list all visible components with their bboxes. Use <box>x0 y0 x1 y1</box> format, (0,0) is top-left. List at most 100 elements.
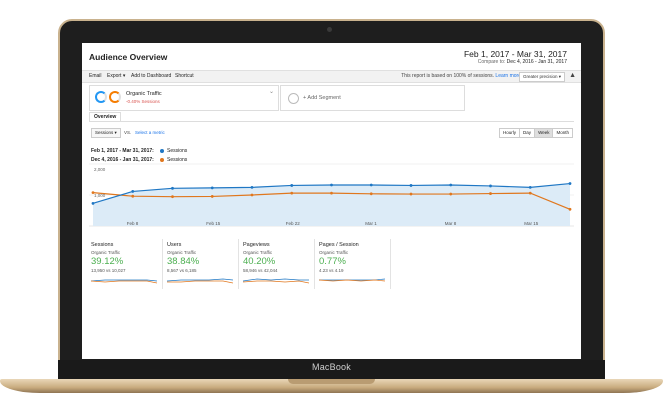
data-point-current[interactable] <box>568 182 572 185</box>
segment-card[interactable]: Organic Traffic -0.40% Sessions ⌄ <box>89 85 279 111</box>
legend-range-current: Feb 1, 2017 - Mar 31, 2017: <box>91 147 154 154</box>
data-point-current[interactable] <box>449 183 453 187</box>
data-point-current[interactable] <box>330 183 333 187</box>
summary-vs: 8,567 vs 6,185 <box>167 268 197 273</box>
data-point-previous[interactable] <box>290 191 294 195</box>
data-point-current[interactable] <box>250 185 254 189</box>
x-tick-label: Feb 8 <box>126 221 139 226</box>
metric-summary: Sessions Organic Traffic 39.12% 13,950 v… <box>89 239 391 291</box>
data-point-current[interactable] <box>409 184 413 187</box>
data-point-current[interactable] <box>369 183 373 187</box>
summary-segment: Organic Traffic <box>91 250 121 255</box>
add-to-dashboard-button[interactable]: Add to Dashboard <box>131 73 172 79</box>
sparkline <box>243 278 309 284</box>
analytics-screen: Audience Overview Feb 1, 2017 - Mar 31, … <box>82 43 581 359</box>
period-week-button[interactable]: Week <box>534 128 554 138</box>
period-hourly-button[interactable]: Hourly <box>499 128 521 138</box>
data-point-current[interactable] <box>210 186 214 190</box>
summary-vs: 13,950 vs 10,027 <box>91 268 126 273</box>
segment-name: Organic Traffic <box>126 91 162 97</box>
summary-card-sessions[interactable]: Sessions Organic Traffic 39.12% 13,950 v… <box>89 239 163 289</box>
insights-icon[interactable]: ▲ <box>569 72 576 79</box>
metric-select[interactable]: Sessions ▾ <box>91 128 121 138</box>
camera-icon <box>327 27 332 32</box>
sparkline <box>319 278 385 282</box>
data-point-current[interactable] <box>489 184 492 188</box>
sampling-note: This report is based on 100% of sessions… <box>401 73 521 79</box>
summary-vs: 4.23 vs 4.19 <box>319 268 344 273</box>
date-range-picker[interactable]: Feb 1, 2017 - Mar 31, 2017 <box>463 49 567 59</box>
data-point-previous[interactable] <box>409 192 413 196</box>
sparkline <box>167 278 233 284</box>
x-tick-label: Mar 1 <box>365 221 377 226</box>
summary-card-pages-per-session[interactable]: Pages / Session Organic Traffic 0.77% 4.… <box>317 239 391 289</box>
page-header: Audience Overview Feb 1, 2017 - Mar 31, … <box>82 43 581 69</box>
data-point-previous[interactable] <box>210 195 214 198</box>
tab-overview[interactable]: Overview <box>89 112 122 122</box>
learn-more-link[interactable]: Learn more <box>495 73 521 79</box>
summary-segment: Organic Traffic <box>167 250 197 255</box>
legend-dot-current <box>160 148 164 153</box>
period-toggle: Hourly Day Week Month <box>499 128 573 138</box>
sampling-note-text: This report is based on 100% of sessions… <box>401 73 495 79</box>
summary-vs: 58,946 vs 42,044 <box>243 268 278 273</box>
compare-prefix: Compare to: <box>477 59 506 65</box>
laptop-notch <box>288 379 375 384</box>
period-day-button[interactable]: Day <box>519 128 536 138</box>
summary-name: Pageviews <box>243 242 270 248</box>
segment-ring-secondary-icon <box>109 91 121 103</box>
summary-name: Pages / Session <box>319 242 359 248</box>
compare-range-value: Dec 4, 2016 - Jan 31, 2017 <box>506 59 567 65</box>
page-title: Audience Overview <box>89 52 168 62</box>
summary-name: Users <box>167 242 182 248</box>
data-point-previous[interactable] <box>449 192 453 196</box>
chart-legend: Feb 1, 2017 - Mar 31, 2017: Sessions Dec… <box>91 146 187 164</box>
add-circle-icon <box>288 93 299 104</box>
add-segment-button[interactable]: + Add Segment <box>280 85 465 111</box>
select-metric-link[interactable]: Select a metric <box>135 130 165 135</box>
summary-pct: 38.84% <box>167 256 200 267</box>
export-button[interactable]: Export ▾ <box>107 73 126 79</box>
data-point-previous[interactable] <box>489 192 492 195</box>
summary-card-pageviews[interactable]: Pageviews Organic Traffic 40.20% 58,946 … <box>241 239 315 289</box>
legend-metric-current: Sessions <box>167 147 188 154</box>
data-point-previous[interactable] <box>330 191 333 195</box>
report-toolbar: Email Export ▾ Add to Dashboard Shortcut… <box>82 70 581 83</box>
data-point-previous[interactable] <box>131 194 135 198</box>
segment-ring-icon <box>95 91 107 103</box>
vs-label: VS. <box>124 130 132 135</box>
summary-card-users[interactable]: Users Organic Traffic 38.84% 8,567 vs 6,… <box>165 239 239 289</box>
data-point-current[interactable] <box>91 201 95 205</box>
summary-name: Sessions <box>91 242 114 248</box>
legend-range-previous: Dec 4, 2016 - Jan 31, 2017: <box>91 156 154 163</box>
sparkline <box>91 279 157 284</box>
data-point-previous[interactable] <box>171 195 174 199</box>
shortcut-button[interactable]: Shortcut <box>175 73 194 79</box>
data-point-previous[interactable] <box>528 191 532 195</box>
summary-pct: 40.20% <box>243 256 276 267</box>
series-area-current <box>93 183 570 226</box>
data-point-previous[interactable] <box>369 192 373 196</box>
summary-segment: Organic Traffic <box>243 250 273 255</box>
precision-select[interactable]: Greater precision ▾ <box>518 72 565 82</box>
chevron-down-icon[interactable]: ⌄ <box>268 89 274 95</box>
data-point-current[interactable] <box>171 186 174 190</box>
email-button[interactable]: Email <box>89 73 102 79</box>
data-point-previous[interactable] <box>250 193 254 197</box>
y-axis-top-label: 2,000 <box>94 167 106 172</box>
legend-row-current: Feb 1, 2017 - Mar 31, 2017: Sessions <box>91 146 187 155</box>
summary-pct: 0.77% <box>319 256 346 267</box>
data-point-current[interactable] <box>131 190 135 193</box>
summary-pct: 39.12% <box>91 256 124 267</box>
summary-segment: Organic Traffic <box>319 250 349 255</box>
legend-dot-previous <box>160 157 164 162</box>
data-point-previous[interactable] <box>568 207 572 211</box>
data-point-previous[interactable] <box>91 191 95 195</box>
data-point-current[interactable] <box>528 185 532 189</box>
data-point-current[interactable] <box>290 184 294 187</box>
legend-row-previous: Dec 4, 2016 - Jan 31, 2017: Sessions <box>91 155 187 164</box>
sessions-line-chart <box>89 163 574 227</box>
legend-metric-previous: Sessions <box>167 156 188 163</box>
period-month-button[interactable]: Month <box>552 128 573 138</box>
